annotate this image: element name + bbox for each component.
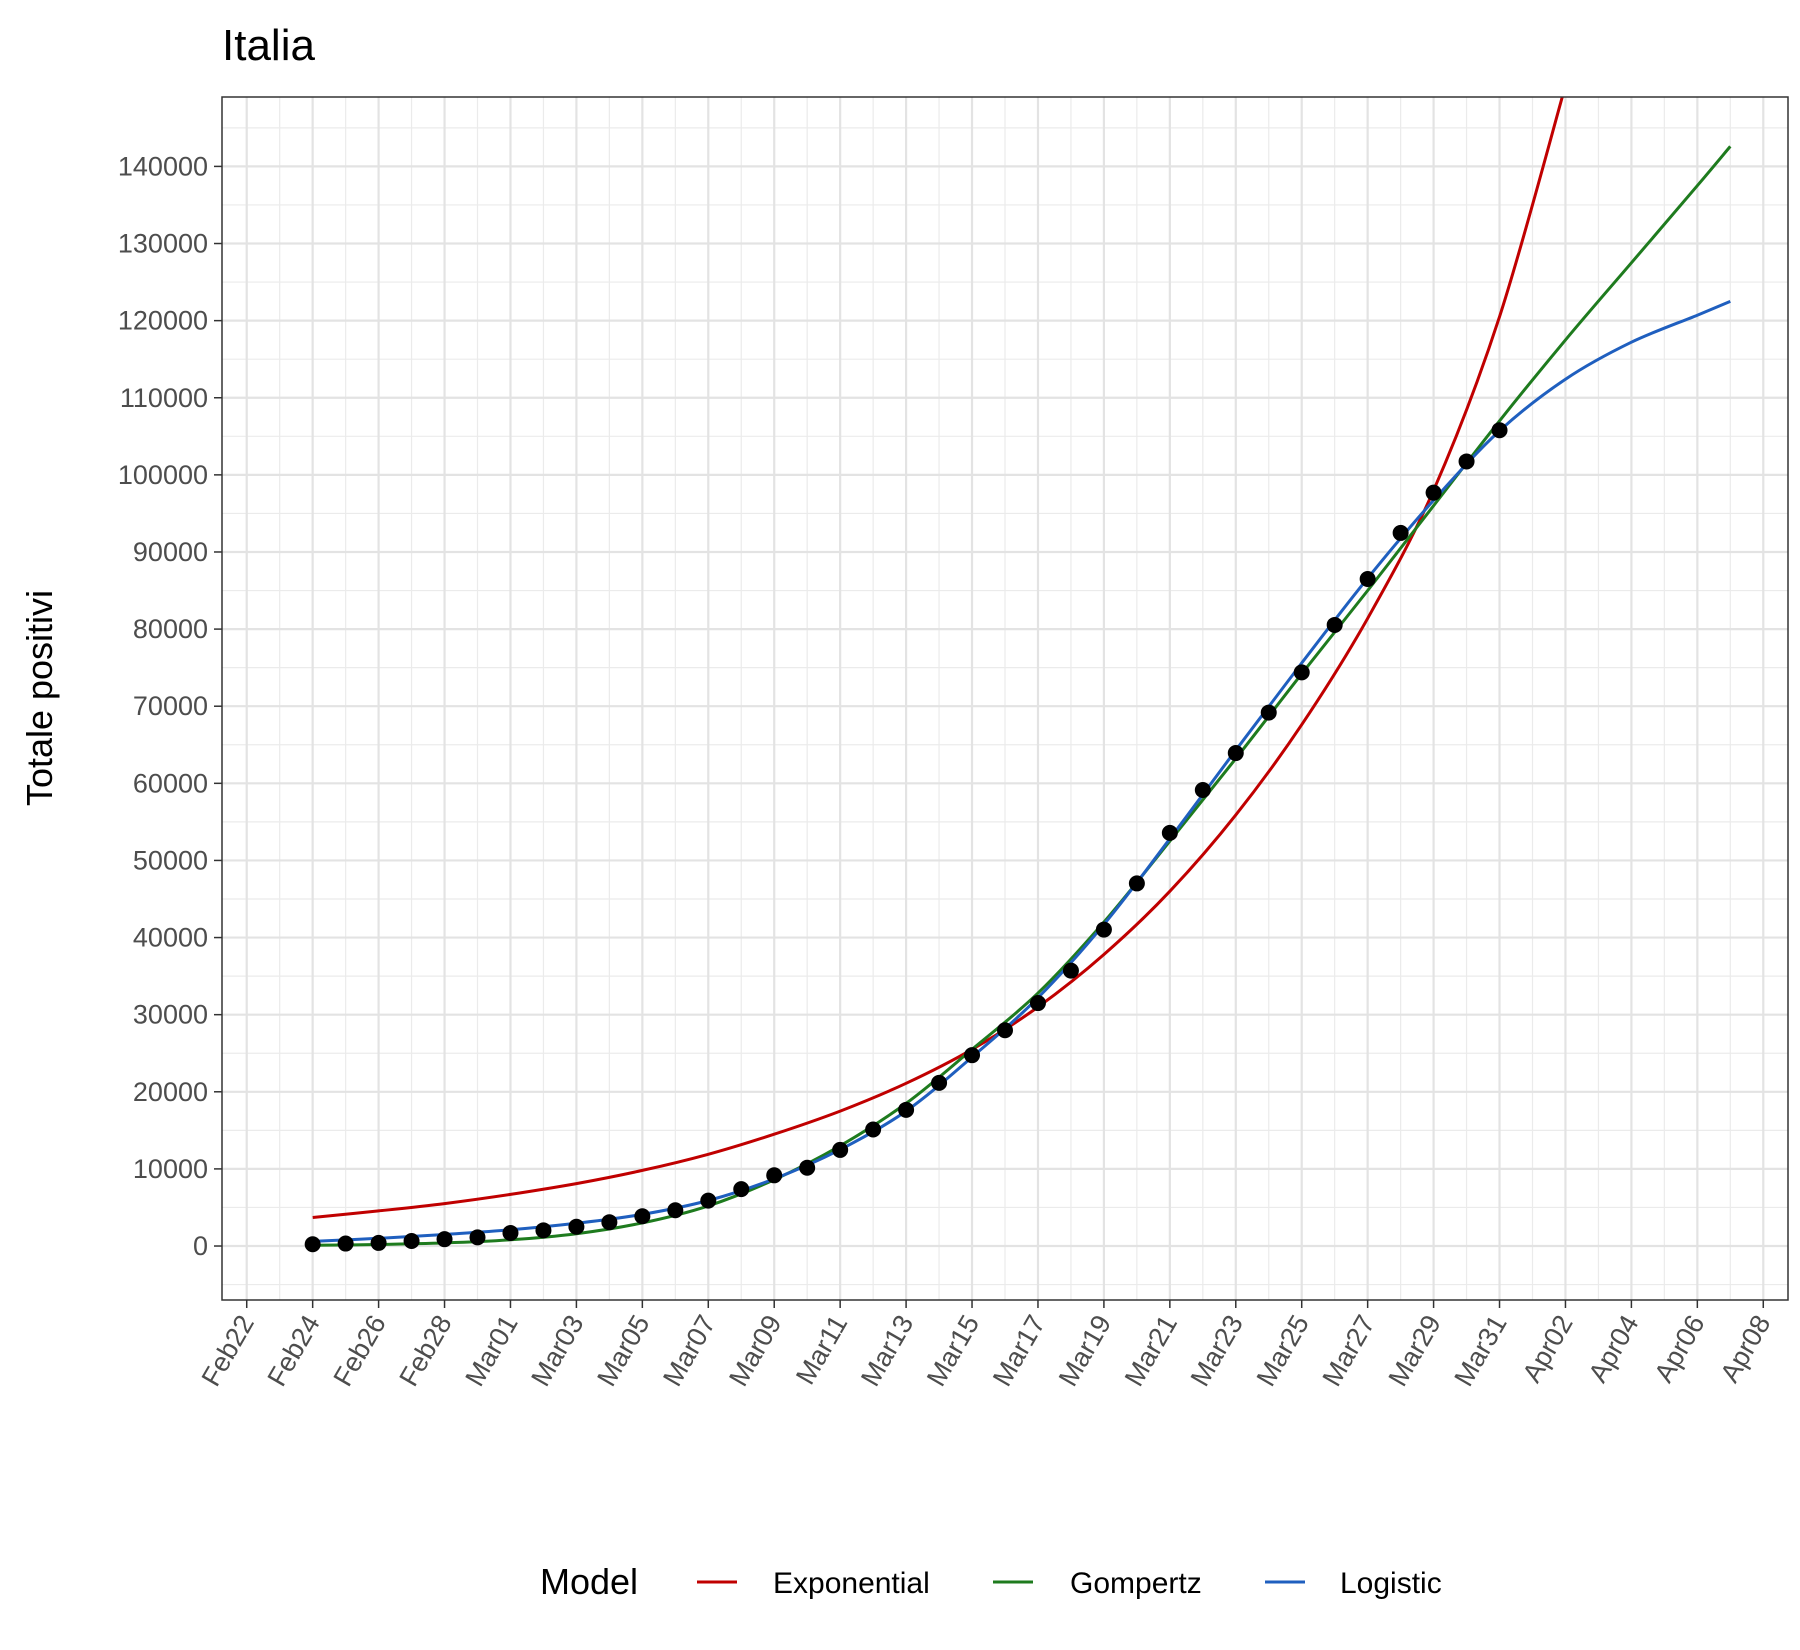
data-point <box>898 1101 915 1118</box>
y-tick-label: 70000 <box>133 691 208 721</box>
y-tick-label: 90000 <box>133 537 208 567</box>
data-point <box>1425 484 1442 501</box>
data-point <box>1062 962 1079 979</box>
y-tick-label: 80000 <box>133 614 208 644</box>
data-point <box>1194 781 1211 798</box>
data-point <box>931 1074 948 1091</box>
data-point <box>502 1224 519 1241</box>
y-tick-label: 30000 <box>133 1000 208 1030</box>
data-point <box>1095 921 1112 938</box>
y-tick-label: 60000 <box>133 768 208 798</box>
y-tick-label: 10000 <box>133 1154 208 1184</box>
y-tick-label: 130000 <box>118 229 208 259</box>
data-point <box>1491 422 1508 439</box>
y-tick-label: 50000 <box>133 845 208 875</box>
data-point <box>1326 616 1343 633</box>
data-point <box>568 1218 585 1235</box>
data-point <box>535 1222 552 1239</box>
observed-points <box>304 422 1508 1253</box>
data-point <box>964 1047 981 1064</box>
data-point <box>1128 875 1145 892</box>
data-point <box>997 1022 1013 1039</box>
data-point <box>304 1236 321 1253</box>
data-point <box>865 1121 882 1138</box>
grid-minor <box>222 97 1788 1300</box>
grid-major <box>222 97 1788 1300</box>
data-point <box>403 1233 420 1250</box>
y-tick-label: 120000 <box>118 306 208 336</box>
data-point <box>601 1214 618 1231</box>
data-point <box>667 1202 684 1219</box>
legend-label-logistic: Logistic <box>1340 1567 1442 1600</box>
data-point <box>832 1141 849 1158</box>
legend: Model Exponential Gompertz Logistic <box>540 1561 1442 1602</box>
y-axis-title: Totale positivi <box>19 590 60 806</box>
data-point <box>337 1235 354 1252</box>
y-tick-label: 40000 <box>133 923 208 953</box>
y-tick-label: 20000 <box>133 1077 208 1107</box>
data-point <box>469 1229 486 1246</box>
data-point <box>1161 824 1178 841</box>
data-point <box>799 1159 816 1176</box>
data-point <box>700 1192 717 1209</box>
y-tick-label: 0 <box>193 1231 208 1261</box>
data-point <box>1293 664 1310 681</box>
data-point <box>733 1181 750 1198</box>
plot-border <box>221 96 1789 1301</box>
data-point <box>1359 570 1376 587</box>
legend-label-exponential: Exponential <box>773 1567 930 1600</box>
y-tick-label: 140000 <box>118 151 208 181</box>
data-point <box>1260 704 1277 721</box>
data-point <box>1227 745 1244 762</box>
data-point <box>766 1167 783 1184</box>
y-axis: 0 10000 20000 30000 40000 50000 60000 70000 8000… <box>118 151 222 1261</box>
data-point <box>370 1234 387 1251</box>
legend-title: Model <box>540 1561 638 1602</box>
y-tick-label: 100000 <box>118 460 208 490</box>
data-point <box>436 1231 453 1248</box>
y-tick-label: 110000 <box>120 383 208 413</box>
data-point <box>1029 995 1046 1012</box>
chart-title: Italia <box>222 21 315 70</box>
data-point <box>1392 524 1409 541</box>
data-point <box>1458 453 1475 470</box>
data-point <box>634 1208 651 1225</box>
legend-label-gompertz: Gompertz <box>1070 1567 1202 1600</box>
